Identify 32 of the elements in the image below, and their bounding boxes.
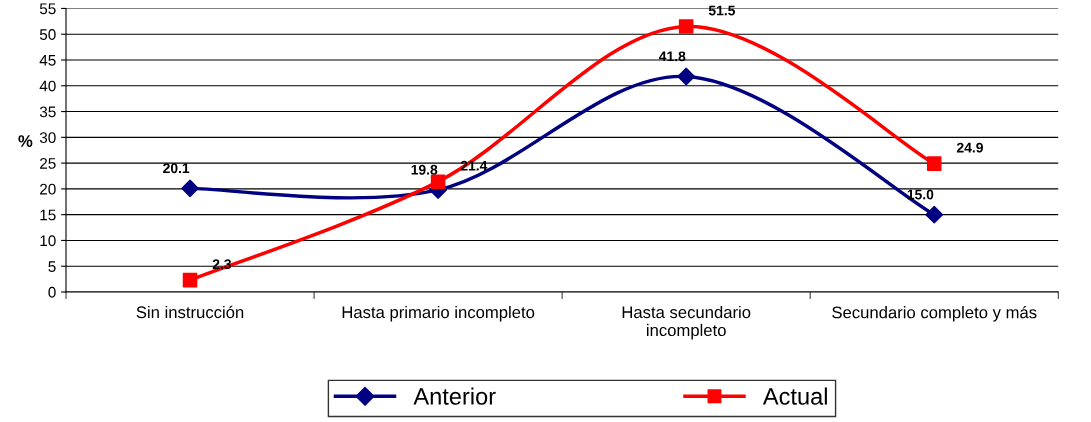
x-tick-label: Hasta primario incompleto	[342, 305, 535, 322]
data-label: 41.8	[658, 51, 686, 62]
legend-label: Actual	[762, 387, 827, 405]
point	[678, 19, 694, 34]
y-tick-label: 35	[39, 106, 56, 118]
x-tick-label: Secundario completo y más	[832, 305, 1037, 322]
y-tick-label: 45	[39, 55, 56, 66]
point	[926, 156, 942, 171]
y-tick-label: 20	[40, 183, 56, 195]
x-tick-label: Sin instrucción	[136, 305, 244, 319]
data-label: 19.8	[411, 164, 438, 175]
data-label: 51.5	[708, 5, 736, 16]
y-tick-label: 0	[48, 286, 56, 298]
point	[677, 67, 696, 86]
y-tick-label: 50	[39, 29, 56, 40]
y-tick-label: 5	[48, 261, 56, 272]
y-tick-label: 40	[39, 80, 56, 92]
y-tick-label: 55	[39, 3, 56, 15]
y-tick-label: 15	[40, 209, 56, 221]
point	[182, 272, 198, 288]
data-label: 15.0	[907, 189, 934, 200]
point	[925, 205, 944, 224]
y-tick-label: 10	[40, 235, 56, 247]
data-label: 20.1	[163, 163, 190, 174]
y-axis-title: %	[18, 135, 33, 147]
legend-label: Anterior	[413, 387, 496, 405]
x-tick-label: Hasta secundario incompleto	[622, 305, 751, 340]
point	[181, 179, 199, 198]
y-tick-label: 30	[39, 132, 56, 144]
point	[430, 174, 446, 189]
y-tick-label: 25	[40, 157, 56, 169]
data-label: 24.9	[956, 142, 983, 153]
